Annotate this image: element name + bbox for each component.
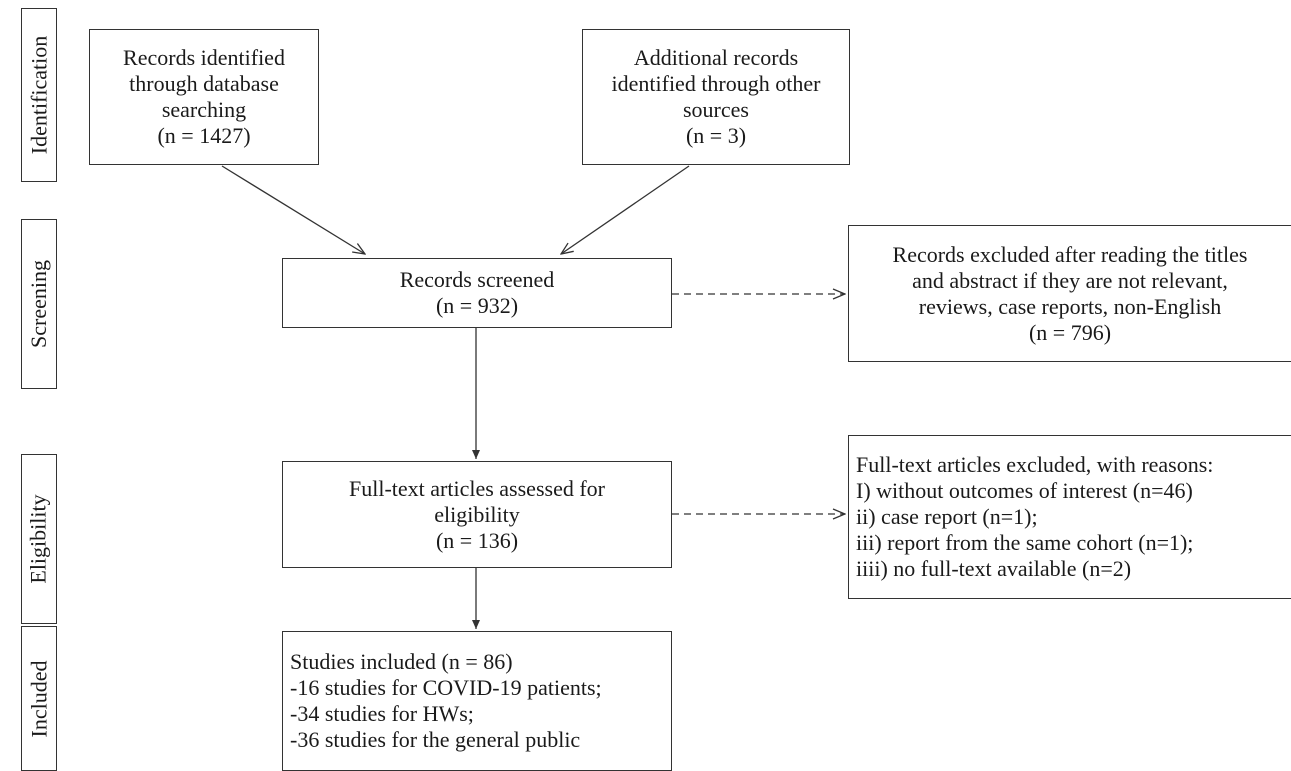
other-records-count: (n = 3) [685, 123, 747, 148]
excluded-screening-line-2: and abstract if they are not relevant, [912, 267, 1228, 293]
database-records-box: Records identified through database sear… [89, 29, 319, 165]
excluded-screening-line-1: Records excluded after reading the title… [892, 241, 1248, 267]
excluded-screening-box: Records excluded after reading the title… [848, 225, 1291, 362]
fulltext-assessed-count: (n = 136) [435, 527, 519, 553]
database-records-line-3: searching [161, 97, 247, 122]
stage-screening: Screening [21, 219, 57, 389]
screened-count: (n = 932) [435, 293, 519, 318]
fulltext-excluded-reason-1: I) without outcomes of interest (n=46) [856, 478, 1193, 503]
included-box: Studies included (n = 86) -16 studies fo… [282, 631, 672, 771]
fulltext-assessed-line-2: eligibility [434, 501, 520, 527]
database-records-line-2: through database [129, 71, 279, 96]
database-records-count: (n = 1427) [157, 123, 251, 148]
other-records-line-1: Additional records [633, 45, 799, 70]
stage-included: Included [21, 626, 57, 771]
fulltext-excluded-reason-2: ii) case report (n=1); [856, 504, 1038, 529]
screened-line-1: Records screened [399, 267, 555, 292]
fulltext-excluded-reason-3: iii) report from the same cohort (n=1); [856, 530, 1194, 555]
included-line-3: -34 studies for HWs; [290, 701, 474, 726]
arrow-database-to-screened [221, 165, 365, 254]
screened-box: Records screened (n = 932) [282, 258, 672, 328]
other-records-line-2: identified through other [611, 71, 821, 96]
fulltext-excluded-box: Full-text articles excluded, with reason… [848, 435, 1291, 599]
fulltext-excluded-line-1: Full-text articles excluded, with reason… [856, 452, 1214, 477]
fulltext-assessed-line-1: Full-text articles assessed for [349, 475, 605, 501]
database-records-line-1: Records identified [123, 45, 285, 70]
included-line-1: Studies included (n = 86) [290, 649, 513, 674]
excluded-screening-count: (n = 796) [1028, 319, 1112, 345]
fulltext-excluded-reason-4: iiii) no full-text available (n=2) [856, 556, 1132, 581]
stage-identification: Identification [21, 8, 57, 182]
stage-eligibility: Eligibility [21, 454, 57, 624]
included-line-2: -16 studies for COVID-19 patients; [290, 675, 602, 700]
other-records-line-3: sources [683, 97, 749, 122]
excluded-screening-line-3: reviews, case reports, non-English [918, 293, 1222, 319]
arrow-other-to-screened [561, 165, 690, 254]
other-records-box: Additional records identified through ot… [582, 29, 850, 165]
included-line-4: -36 studies for the general public [290, 727, 581, 752]
fulltext-assessed-box: Full-text articles assessed for eligibil… [282, 461, 672, 568]
